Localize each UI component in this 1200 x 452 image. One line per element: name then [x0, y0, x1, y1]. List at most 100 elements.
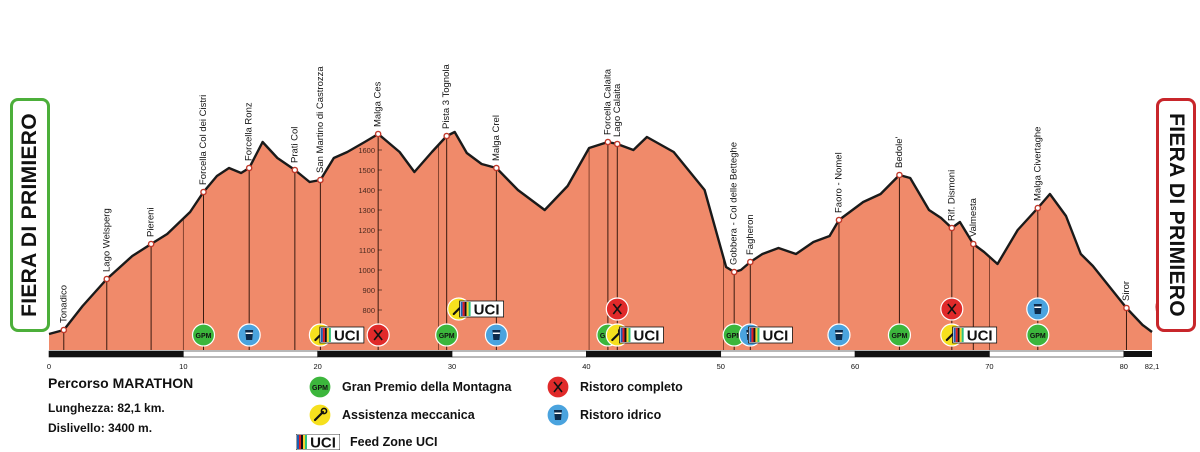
gpm-text: GPM [1030, 333, 1046, 340]
legend-item-mech: Assistenza meccanica [308, 403, 475, 427]
gpm-icon: GPM [435, 323, 459, 347]
y-tick-label: 1500 [358, 166, 375, 175]
waypoint-label: Gobbera - Col delle Betteghe [729, 142, 740, 265]
waypoint-dot [200, 188, 207, 196]
water-icon-legend [546, 403, 570, 427]
uci-text: UCI [967, 328, 993, 345]
uci-stripe [959, 328, 962, 342]
waypoint-dot [245, 164, 253, 172]
gpm-text: GPM [726, 333, 742, 340]
uci-text: UCI [763, 328, 789, 345]
x-axis-segment [451, 350, 587, 358]
uci-stripe [957, 328, 960, 342]
uci-stripe [305, 435, 307, 449]
food-icon-legend [546, 375, 570, 399]
uci-stripe [322, 328, 325, 342]
gpm-icon: GPM [191, 323, 216, 347]
uci-stripe [624, 328, 627, 342]
uci-stripe [462, 302, 465, 316]
water-icon [237, 323, 261, 347]
wrench-head [320, 407, 328, 415]
cutlery-shape [612, 303, 622, 315]
uci-stripe [326, 328, 329, 342]
uci-stripe [620, 328, 623, 342]
uci-stripe [961, 328, 964, 342]
x-axis-segment [1123, 351, 1152, 357]
uci-stripe [297, 435, 299, 449]
legend-label: Ristoro completo [580, 380, 683, 394]
uci-icon-legend: UCI [296, 434, 340, 450]
y-tick-label: 1200 [358, 226, 375, 235]
route-elevation-gain: Dislivello: 3400 m. [48, 421, 153, 435]
waypoint-dot [730, 268, 738, 276]
waypoint-dot [896, 171, 903, 179]
uci-text: UCI [334, 328, 360, 345]
elevation-area [49, 132, 1152, 350]
x-axis-segment [183, 350, 318, 358]
food-icon [940, 297, 964, 321]
uci-icon: UCI [619, 326, 664, 345]
gpm-legend-icon: GPM [308, 375, 332, 399]
cup-line [245, 332, 253, 334]
gpm-circle [435, 323, 459, 347]
waypoint-label: Tonadico [58, 285, 69, 323]
waypoint-label: Siror [1121, 281, 1132, 301]
waypoint-dot [103, 275, 111, 283]
waypoint-label: Valmesta [968, 197, 979, 237]
uci-stripe [320, 328, 323, 342]
y-tick-label: 1000 [358, 266, 375, 275]
waypoint-dot [493, 164, 500, 172]
x-tick-label: 70 [985, 362, 993, 371]
waypoint-label: Forcella Calaita [602, 68, 613, 135]
cutlery-shape [553, 381, 563, 393]
route-length: Lunghezza: 82,1 km. [48, 401, 165, 415]
uci-icon: UCI [319, 326, 365, 345]
cup-line [835, 332, 843, 334]
waypoint-dot [291, 166, 299, 174]
x-tick-label: 80 [1120, 362, 1128, 371]
waypoint-label: Bedole' [894, 136, 905, 168]
legend-label: Assistenza meccanica [342, 408, 475, 422]
uci-icon: UCI [459, 300, 505, 319]
uci-stripe [466, 302, 469, 316]
y-tick-label: 1100 [359, 246, 375, 255]
uci-stripe [749, 328, 752, 342]
mech-legend-icon [308, 403, 332, 427]
gpm-circle [191, 323, 216, 347]
y-tick-label: 900 [362, 286, 375, 295]
legend-label: Gran Premio della Montagna [342, 380, 512, 394]
cup-shape [245, 330, 254, 340]
water-icon [484, 323, 508, 347]
route-title: Percorso MARATHON [48, 375, 194, 391]
waypoint-dot [613, 140, 621, 148]
waypoint-label: Prati Col [289, 127, 300, 163]
uci-stripe [626, 328, 629, 342]
waypoint-dot [1034, 204, 1042, 212]
legend-item-food: Ristoro completo [546, 375, 683, 399]
uci-stripe [955, 328, 958, 342]
cup-shape [1033, 304, 1042, 314]
waypoint-label: Rif. Dismoni [946, 170, 957, 221]
uci-stripe [303, 435, 305, 449]
legend-item-gpm: GPM Gran Premio della Montagna [308, 375, 511, 399]
waypoint-dot [970, 240, 977, 248]
x-axis-segment [854, 350, 990, 358]
cup-shape [492, 330, 501, 340]
uci-legend-icon: UCI [296, 434, 340, 450]
y-tick-label: 1600 [358, 146, 375, 155]
legend-item-uci: UCI Feed Zone UCI [296, 434, 438, 450]
mech-icon-legend [308, 403, 332, 427]
water-legend-icon [546, 403, 570, 427]
water-icon [1026, 297, 1050, 321]
x-tick-label: 0 [47, 362, 51, 371]
uci-stripe [757, 328, 760, 342]
waypoint-label: Malga Civertaghe [1032, 127, 1043, 201]
x-axis-segment [720, 350, 856, 358]
y-tick-label: 1300 [358, 206, 375, 215]
uci-text: UCI [634, 328, 660, 345]
gpm-circle [308, 375, 332, 399]
waypoint-dot [147, 240, 155, 248]
waypoint-dot [317, 176, 324, 184]
